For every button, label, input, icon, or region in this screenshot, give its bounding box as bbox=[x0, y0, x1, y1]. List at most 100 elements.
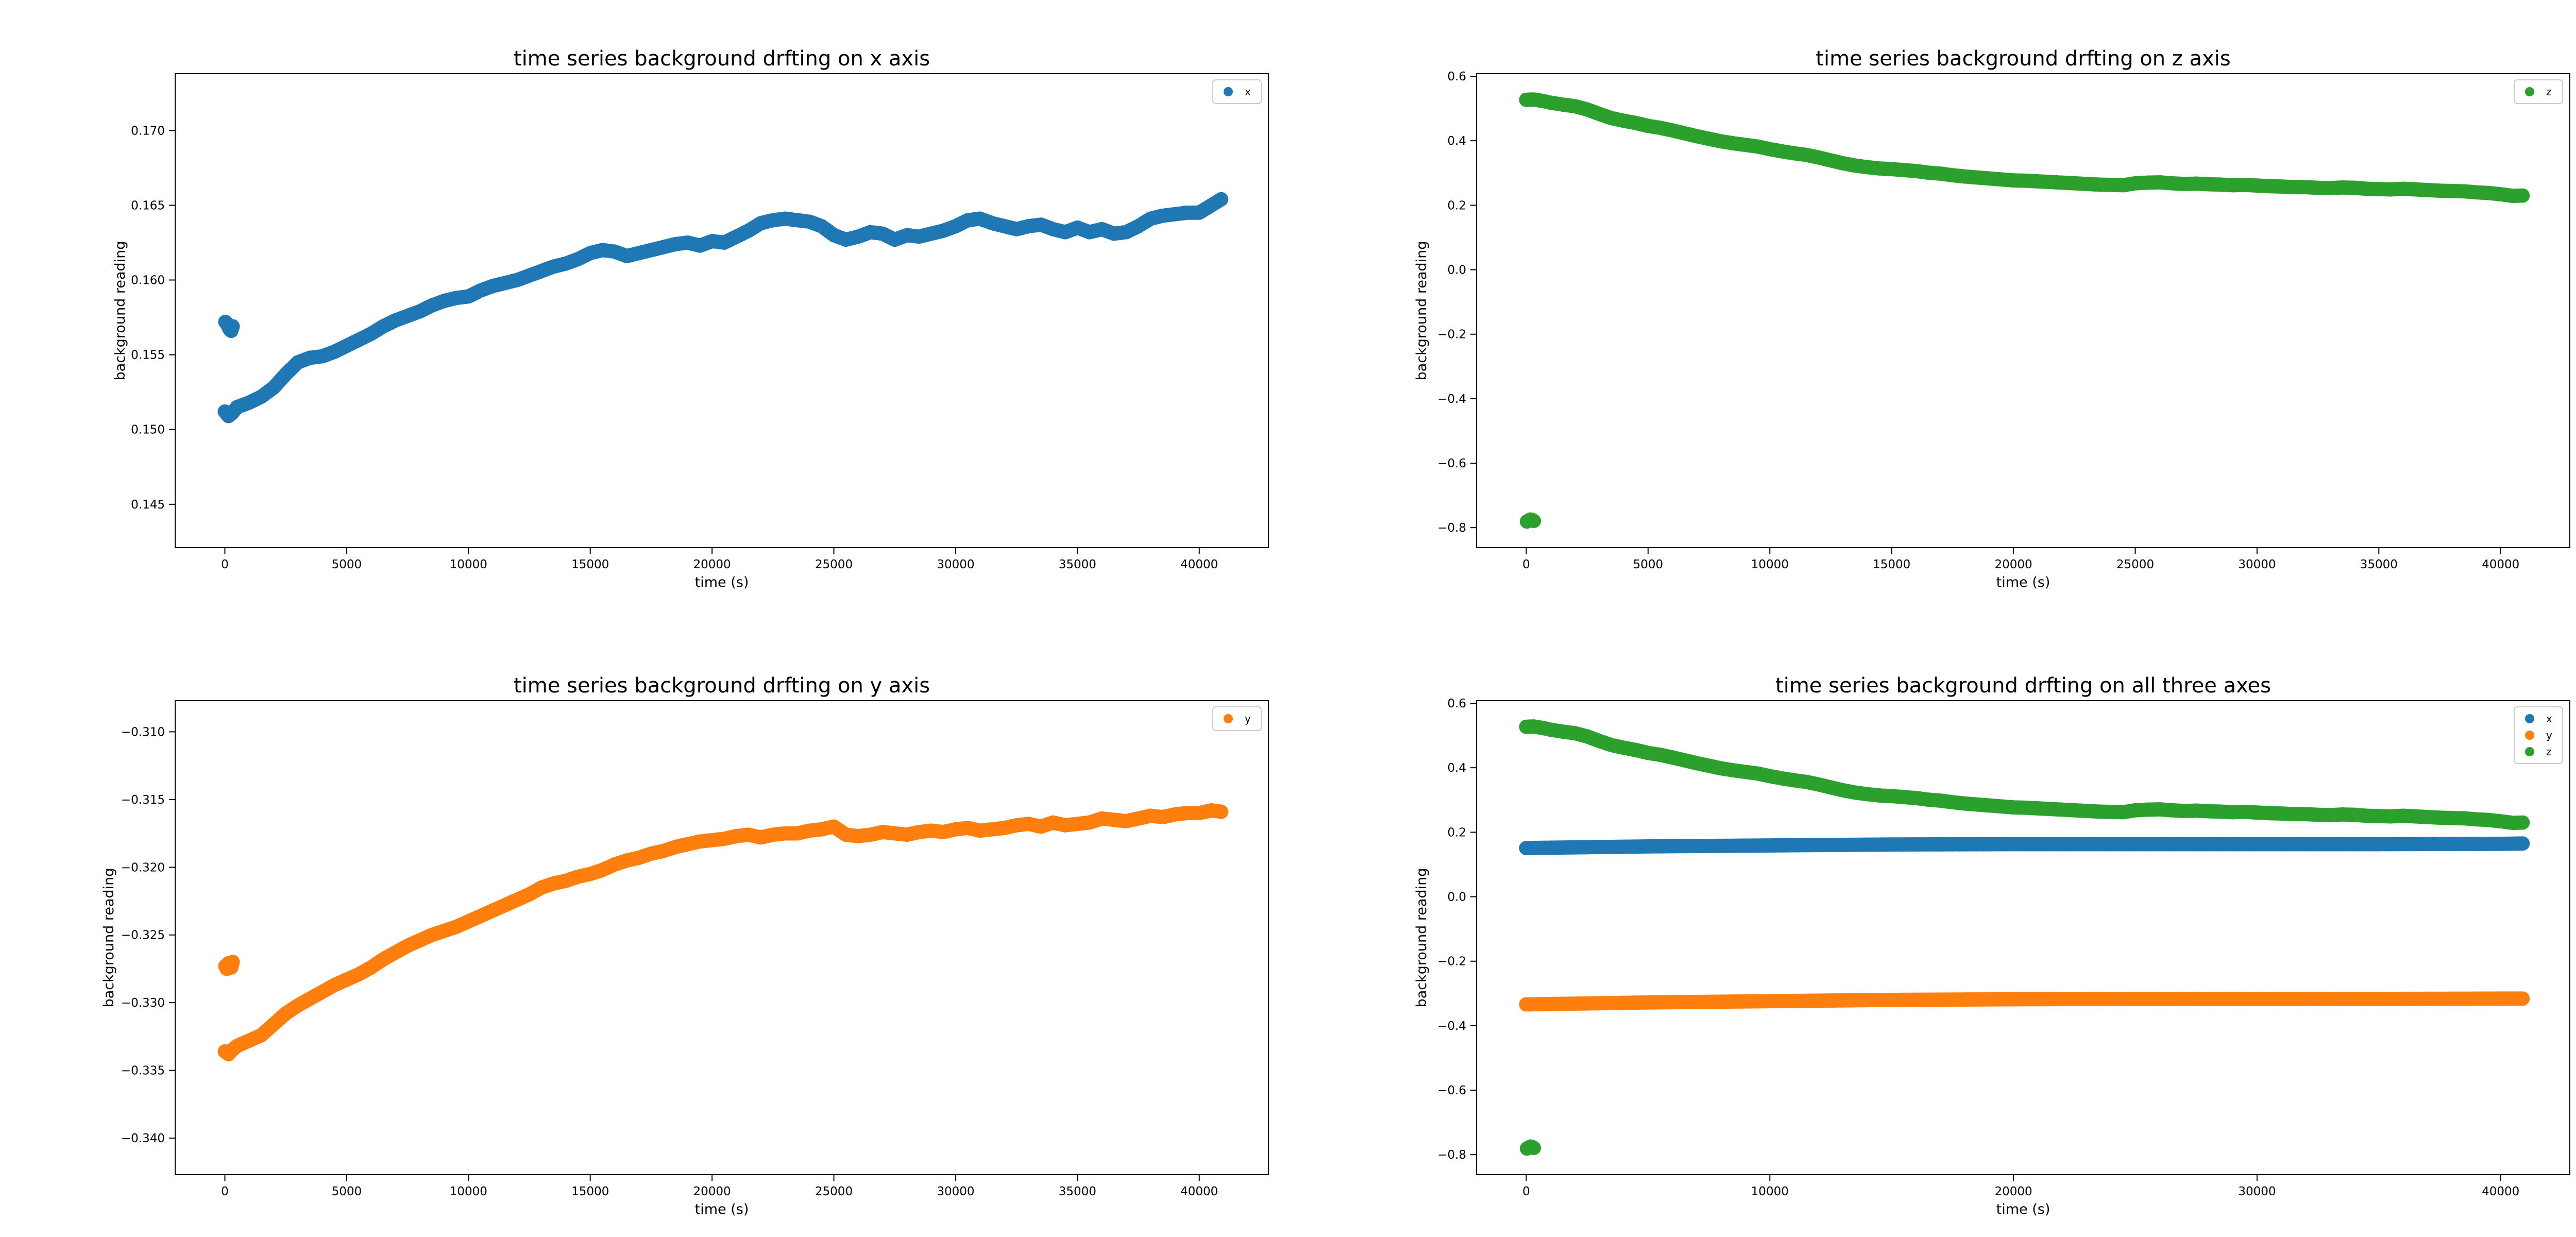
data-point-y-17 bbox=[400, 938, 415, 953]
data-point-z-62 bbox=[2262, 806, 2277, 821]
data-point-y-46 bbox=[753, 830, 768, 845]
data-point-x-78 bbox=[1143, 211, 1158, 226]
data-point-x-12 bbox=[339, 338, 354, 353]
x-tick-label: 35000 bbox=[1059, 558, 1096, 571]
data-point-y-24 bbox=[485, 903, 500, 918]
data-point-y-77 bbox=[1131, 811, 1146, 826]
data-point-y-65 bbox=[985, 822, 999, 837]
data-point-z-67 bbox=[2323, 181, 2337, 196]
plot-frame bbox=[175, 700, 1269, 1175]
data-point-y-69 bbox=[1033, 819, 1048, 834]
data-point-y-30 bbox=[558, 873, 573, 888]
series-z bbox=[1519, 512, 1541, 529]
data-point-z-75 bbox=[2420, 809, 2435, 824]
data-point-z-45 bbox=[2055, 175, 2070, 190]
data-point-z-47 bbox=[2079, 804, 2094, 819]
data-point-x-9 bbox=[2515, 836, 2530, 851]
data-point-x-56 bbox=[875, 226, 890, 241]
data-point-z-76 bbox=[2432, 183, 2447, 198]
data-point-x-15 bbox=[376, 319, 391, 334]
data-point-x-68 bbox=[1021, 219, 1036, 234]
data-point-z-56 bbox=[2189, 803, 2204, 818]
y-tick-label: 0.160 bbox=[131, 274, 165, 287]
data-point-z-65 bbox=[2298, 807, 2313, 822]
data-point-x-17 bbox=[400, 309, 415, 324]
data-point-z-71 bbox=[2371, 809, 2386, 824]
data-point-y-35 bbox=[619, 853, 634, 868]
y-axis: −0.8 −0.6 −0.4 −0.2 0.0 0.2 0.4 0.6 bbox=[1437, 70, 1477, 535]
data-point-z-73 bbox=[2396, 181, 2411, 196]
data-point-z-15 bbox=[1689, 129, 1704, 144]
data-point-x-8 bbox=[2493, 836, 2508, 851]
data-point-y-58 bbox=[900, 827, 914, 842]
y-tick-label: −0.2 bbox=[1437, 328, 1466, 342]
data-point-z-46 bbox=[2067, 176, 2082, 191]
data-point-z-63 bbox=[2274, 806, 2289, 821]
data-point-y-55 bbox=[863, 827, 878, 842]
data-point-x-41 bbox=[692, 238, 707, 253]
data-point-z-78 bbox=[2456, 811, 2471, 826]
plot-frame bbox=[175, 73, 1269, 548]
data-point-z-4 bbox=[1555, 97, 1570, 112]
data-point-z-64 bbox=[2286, 807, 2301, 822]
data-point-z-30 bbox=[1872, 161, 1887, 176]
data-point-y-48 bbox=[777, 826, 792, 841]
data-point-y-72 bbox=[1070, 817, 1085, 832]
legend-marker-x bbox=[1224, 87, 1233, 96]
data-point-z-83 bbox=[2515, 188, 2530, 203]
x-tick-label: 10000 bbox=[1751, 1185, 1789, 1198]
y-tick-label: 0.4 bbox=[1447, 761, 1466, 775]
y-tick-label: −0.8 bbox=[1437, 1148, 1466, 1162]
data-point-x-40 bbox=[680, 235, 695, 250]
data-point-z-57 bbox=[2201, 177, 2216, 192]
data-point-z-53 bbox=[2152, 802, 2167, 817]
data-point-z-62 bbox=[2262, 179, 2277, 194]
data-point-z-26 bbox=[1823, 780, 1838, 795]
data-point-z-39 bbox=[1981, 171, 1996, 186]
data-point-z-35 bbox=[1933, 166, 1948, 181]
data-point-y-23 bbox=[473, 908, 488, 923]
data-point-y-67 bbox=[1009, 818, 1024, 833]
data-point-z-76 bbox=[2432, 810, 2447, 825]
data-point-y-3 bbox=[1884, 992, 1899, 1007]
data-point-z-52 bbox=[2140, 175, 2155, 190]
plot-frame bbox=[1476, 700, 2570, 1175]
x-tick-label: 25000 bbox=[2116, 558, 2154, 571]
x-tick-label: 10000 bbox=[450, 1185, 487, 1198]
data-point-z-73 bbox=[2396, 808, 2411, 823]
data-point-x-54 bbox=[851, 229, 866, 244]
data-point-x-45 bbox=[741, 223, 756, 238]
data-point-z-71 bbox=[2371, 182, 2386, 197]
data-point-y-7 bbox=[278, 1006, 293, 1021]
chart-title: time series background drfting on y axis bbox=[514, 674, 930, 698]
data-point-z-41 bbox=[2006, 800, 2021, 815]
data-point-x-24 bbox=[485, 279, 500, 294]
data-point-y-60 bbox=[924, 823, 939, 838]
data-point-z-19 bbox=[1738, 765, 1753, 780]
data-point-z-57 bbox=[2201, 804, 2216, 819]
data-point-y-44 bbox=[729, 828, 744, 843]
data-point-x-79 bbox=[1155, 208, 1170, 223]
data-point-x-14 bbox=[364, 326, 379, 341]
data-point-z-53 bbox=[2152, 175, 2167, 190]
data-point-y-82 bbox=[1192, 806, 1207, 821]
data-point-x-80 bbox=[1167, 207, 1182, 222]
data-point-x-8 bbox=[291, 355, 306, 370]
data-point-z-7 bbox=[1592, 734, 1607, 749]
x-tick-label: 20000 bbox=[1995, 558, 2032, 571]
data-point-y-26 bbox=[510, 892, 524, 907]
data-point-z-77 bbox=[2445, 810, 2460, 825]
x-tick-label: 30000 bbox=[2238, 558, 2276, 571]
data-point-z-29 bbox=[1860, 160, 1875, 175]
legend-marker-z bbox=[2525, 87, 2534, 96]
data-point-y-1 bbox=[1640, 995, 1655, 1010]
data-point-y-31 bbox=[571, 869, 586, 884]
data-point-x-5 bbox=[254, 389, 269, 404]
data-point-y-25 bbox=[498, 897, 513, 912]
data-point-z-83 bbox=[2515, 815, 2530, 830]
legend-box bbox=[1212, 79, 1262, 104]
data-point-x-2 bbox=[1762, 838, 1777, 853]
data-point-x-16 bbox=[388, 313, 403, 328]
data-point-x-82 bbox=[1192, 205, 1207, 220]
y-axis: −0.340 −0.335 −0.330 −0.325 −0.320 −0.315 −0.3… bbox=[121, 725, 175, 1145]
